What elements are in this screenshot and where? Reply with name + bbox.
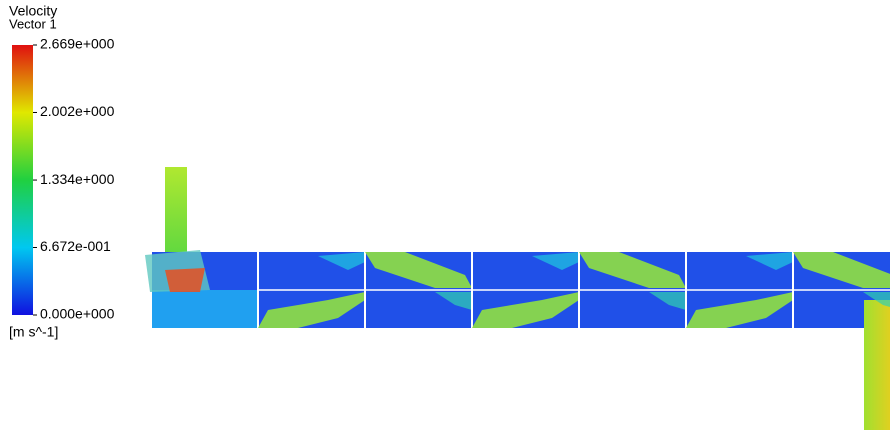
- tick-label: 0.000e+000: [40, 306, 115, 322]
- channel-inlet-zone: [152, 290, 258, 328]
- tick-label: 1.334e+000: [40, 171, 115, 187]
- unit-label: [m s^-1]: [9, 324, 58, 340]
- tick-label: 2.669e+000: [40, 36, 115, 52]
- tick-label: 2.002e+000: [40, 103, 115, 119]
- legend-subtitle: Vector 1: [9, 16, 57, 31]
- color-bar: [12, 45, 33, 315]
- inlet-pipe: [165, 167, 187, 255]
- tick-label: 6.672e-001: [40, 238, 111, 254]
- outlet-pipe: [864, 300, 890, 430]
- inlet-hotspot: [165, 268, 205, 292]
- cfd-view: Velocity Vector 1 [m s^-1] 0.000e+0006.6…: [0, 0, 890, 433]
